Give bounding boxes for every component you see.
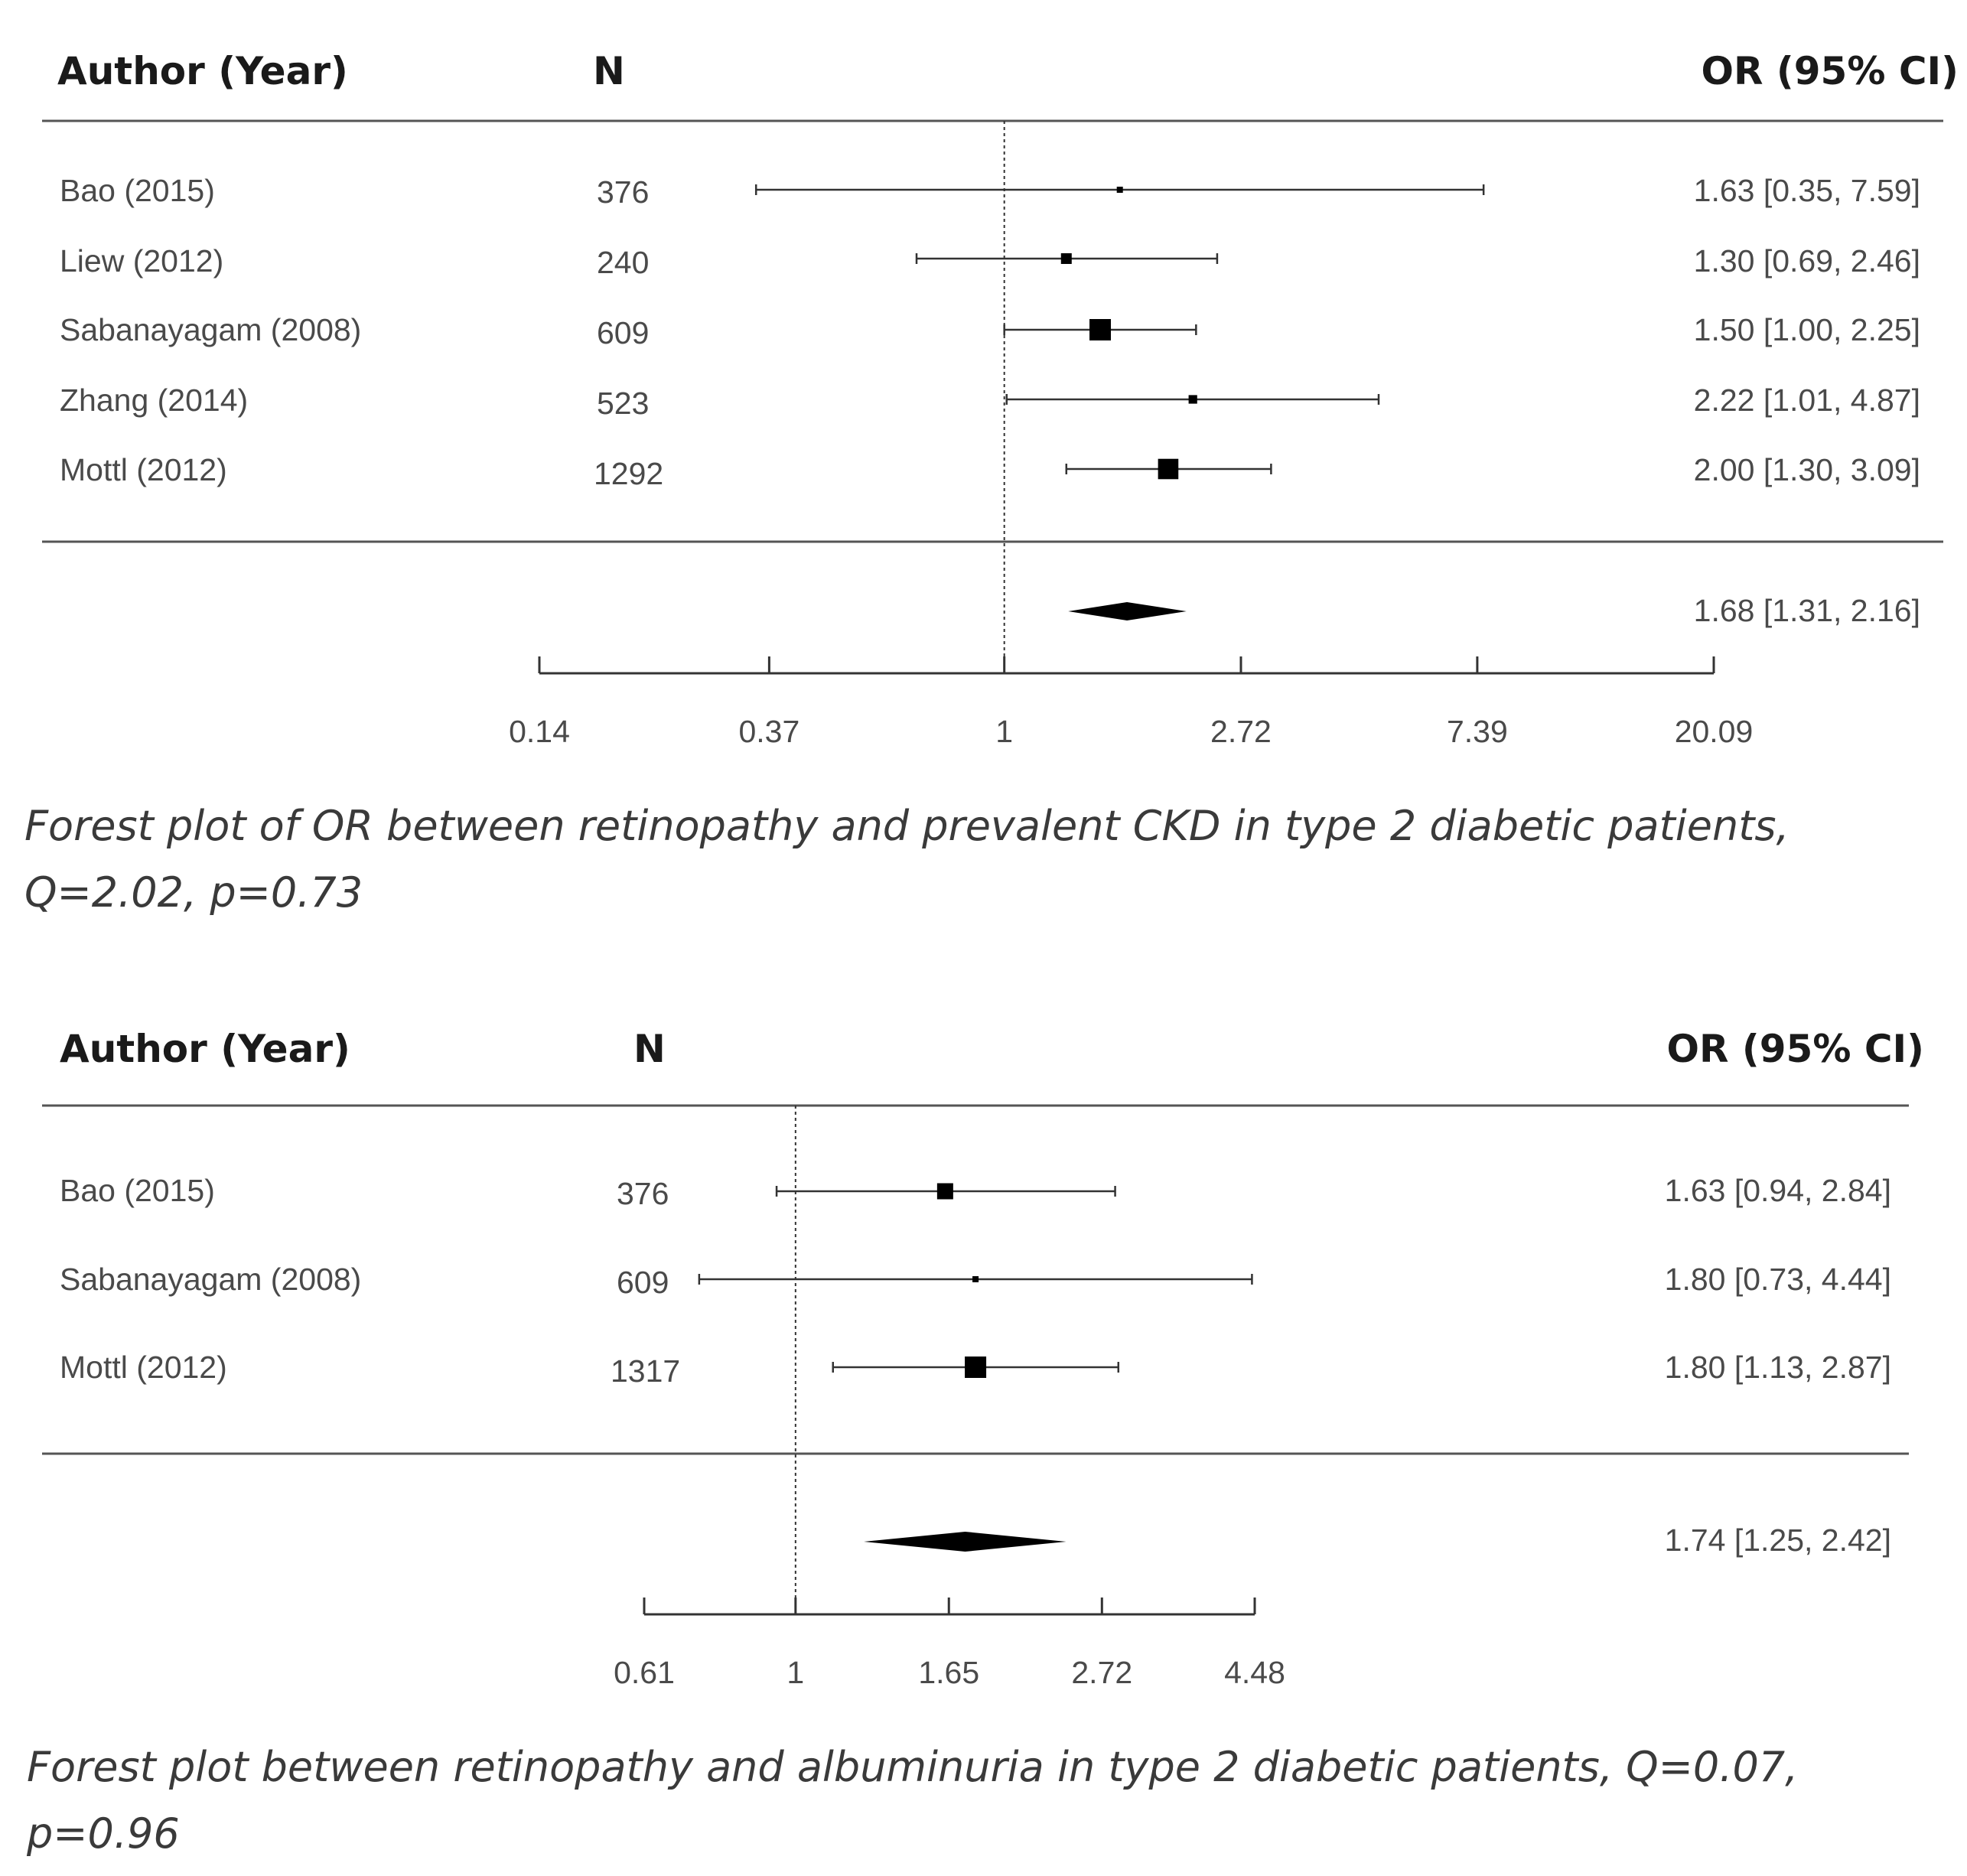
forest-plot-ckd: Author (Year) N OR (95% CI) Bao (2015) L… (24, 49, 1959, 917)
forest-plot-albuminuria: Author (Year) N OR (95% CI) Bao (2015) S… (26, 1027, 1924, 1858)
study-or-ci: 1.50 [1.00, 2.25] (1694, 312, 1920, 347)
point-estimate (965, 1357, 987, 1378)
x-tick-label: 2.72 (1071, 1655, 1132, 1690)
header-author: Author (Year) (57, 49, 348, 93)
point-estimate (1158, 458, 1179, 480)
study-author: Bao (2015) (60, 1173, 215, 1208)
study-n: 609 (597, 315, 649, 350)
point-estimate (1089, 319, 1112, 340)
study-author: Bao (2015) (60, 173, 215, 208)
study-n: 609 (617, 1265, 669, 1300)
x-tick-label: 2.72 (1210, 714, 1272, 749)
header-or: OR (95% CI) (1667, 1027, 1925, 1071)
study-labels: Bao (2015) Liew (2012) Sabanayagam (2008… (60, 173, 1920, 491)
plot-marks: 0.61 1 1.65 2.72 4.48 (614, 1106, 1285, 1690)
pooled-or-ci: 1.68 [1.31, 2.16] (1694, 593, 1920, 628)
study-n: 376 (617, 1176, 669, 1211)
point-estimate (1116, 187, 1123, 193)
study-author: Liew (2012) (60, 243, 223, 278)
header-or: OR (95% CI) (1702, 49, 1959, 93)
x-tick-label: 4.48 (1224, 1655, 1285, 1690)
caption-line: Forest plot of OR between retinopathy an… (24, 802, 1790, 850)
x-tick-label: 1 (786, 1655, 804, 1690)
x-tick-label: 20.09 (1675, 714, 1754, 749)
study-or-ci: 2.00 [1.30, 3.09] (1694, 452, 1920, 487)
x-tick-label: 0.14 (509, 714, 570, 749)
study-n: 523 (597, 386, 649, 421)
plot-marks: 0.14 0.37 1 2.72 7.39 20.09 (509, 121, 1753, 749)
x-tick-label: 0.37 (738, 714, 800, 749)
study-or-ci: 1.63 [0.35, 7.59] (1694, 173, 1920, 208)
header-n: N (633, 1027, 666, 1071)
pooled-or-ci: 1.74 [1.25, 2.42] (1665, 1523, 1891, 1558)
study-or-ci: 1.80 [0.73, 4.44] (1665, 1262, 1891, 1297)
caption-line: Forest plot between retinopathy and albu… (27, 1743, 1798, 1791)
caption-line: p=0.96 (26, 1809, 180, 1858)
study-or-ci: 1.63 [0.94, 2.84] (1665, 1173, 1891, 1208)
study-author: Sabanayagam (2008) (60, 312, 361, 347)
header-author: Author (Year) (60, 1027, 350, 1071)
x-tick-label: 1 (995, 714, 1013, 749)
x-tick-label: 0.61 (614, 1655, 675, 1690)
study-or-ci: 1.80 [1.13, 2.87] (1665, 1350, 1891, 1385)
study-n: 1317 (611, 1353, 680, 1389)
pooled-diamond (1068, 602, 1187, 620)
study-author: Sabanayagam (2008) (60, 1262, 361, 1297)
study-or-ci: 1.30 [0.69, 2.46] (1694, 243, 1920, 278)
study-n: 376 (597, 174, 649, 210)
point-estimate (972, 1276, 979, 1282)
study-n: 240 (597, 245, 649, 280)
study-author: Zhang (2014) (60, 383, 248, 418)
study-author: Mottl (2012) (60, 452, 227, 487)
point-estimate (1060, 253, 1072, 264)
point-estimate (1188, 395, 1197, 404)
x-tick-label: 7.39 (1447, 714, 1508, 749)
study-author: Mottl (2012) (60, 1350, 227, 1385)
header-n: N (593, 49, 625, 93)
caption-line: Q=2.02, p=0.73 (24, 868, 363, 917)
study-n: 1292 (594, 456, 663, 491)
study-labels: Bao (2015) Sabanayagam (2008) Mottl (201… (60, 1173, 1891, 1389)
x-tick-label: 1.65 (918, 1655, 979, 1690)
point-estimate (936, 1183, 953, 1200)
pooled-diamond (864, 1532, 1067, 1552)
study-or-ci: 2.22 [1.01, 4.87] (1694, 383, 1920, 418)
